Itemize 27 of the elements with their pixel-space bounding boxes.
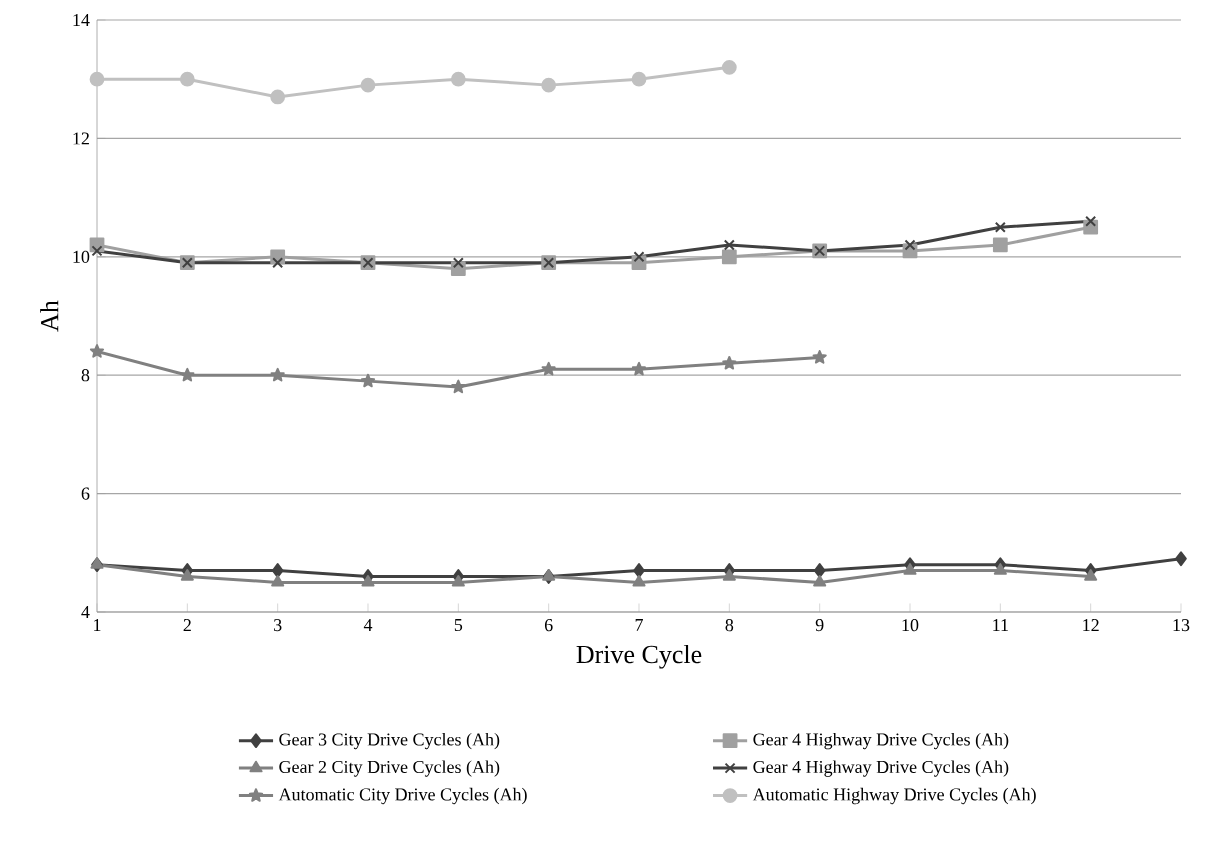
legend-label: Gear 4 Highway Drive Cycles (Ah)	[753, 732, 1009, 750]
x-tick-label: 10	[902, 619, 919, 632]
x-tick-label: 4	[363, 619, 373, 631]
x-tick-label: 7	[635, 619, 643, 631]
legend-label: Gear 3 City Drive Cycles (Ah)	[279, 732, 500, 750]
x-tick-label: 12	[1083, 619, 1099, 631]
y-tick-label: 8	[81, 369, 90, 382]
x-tick-label: 3	[274, 619, 282, 632]
x-tick-label: 13	[1173, 619, 1190, 632]
y-tick-label: 4	[81, 606, 90, 618]
y-tick-label: 6	[81, 487, 90, 500]
y-tick-label: 14	[73, 14, 90, 26]
x-tick-label: 11	[993, 619, 1008, 631]
y-tick-label: 12	[73, 132, 89, 145]
legend-label: Gear 2 City Drive Cycles (Ah)	[279, 760, 500, 777]
x-tick-label: 9	[815, 619, 824, 632]
y-axis-title: Ah	[40, 300, 59, 332]
legend-label: Gear 4 Highway Drive Cycles (Ah)	[753, 760, 1009, 777]
legend-label: Automatic City Drive Cycles (Ah)	[278, 787, 527, 805]
x-tick-label: 1	[94, 619, 101, 631]
x-tick-label: 6	[544, 619, 553, 632]
x-axis-title: Drive Cycle	[576, 644, 702, 669]
x-tick-label: 2	[183, 619, 191, 631]
y-tick-label: 10	[73, 250, 90, 263]
x-tick-label: 5	[454, 619, 463, 632]
legend-label: Automatic Highway Drive Cycles (Ah)	[752, 787, 1036, 805]
x-tick-label: 8	[725, 619, 734, 632]
